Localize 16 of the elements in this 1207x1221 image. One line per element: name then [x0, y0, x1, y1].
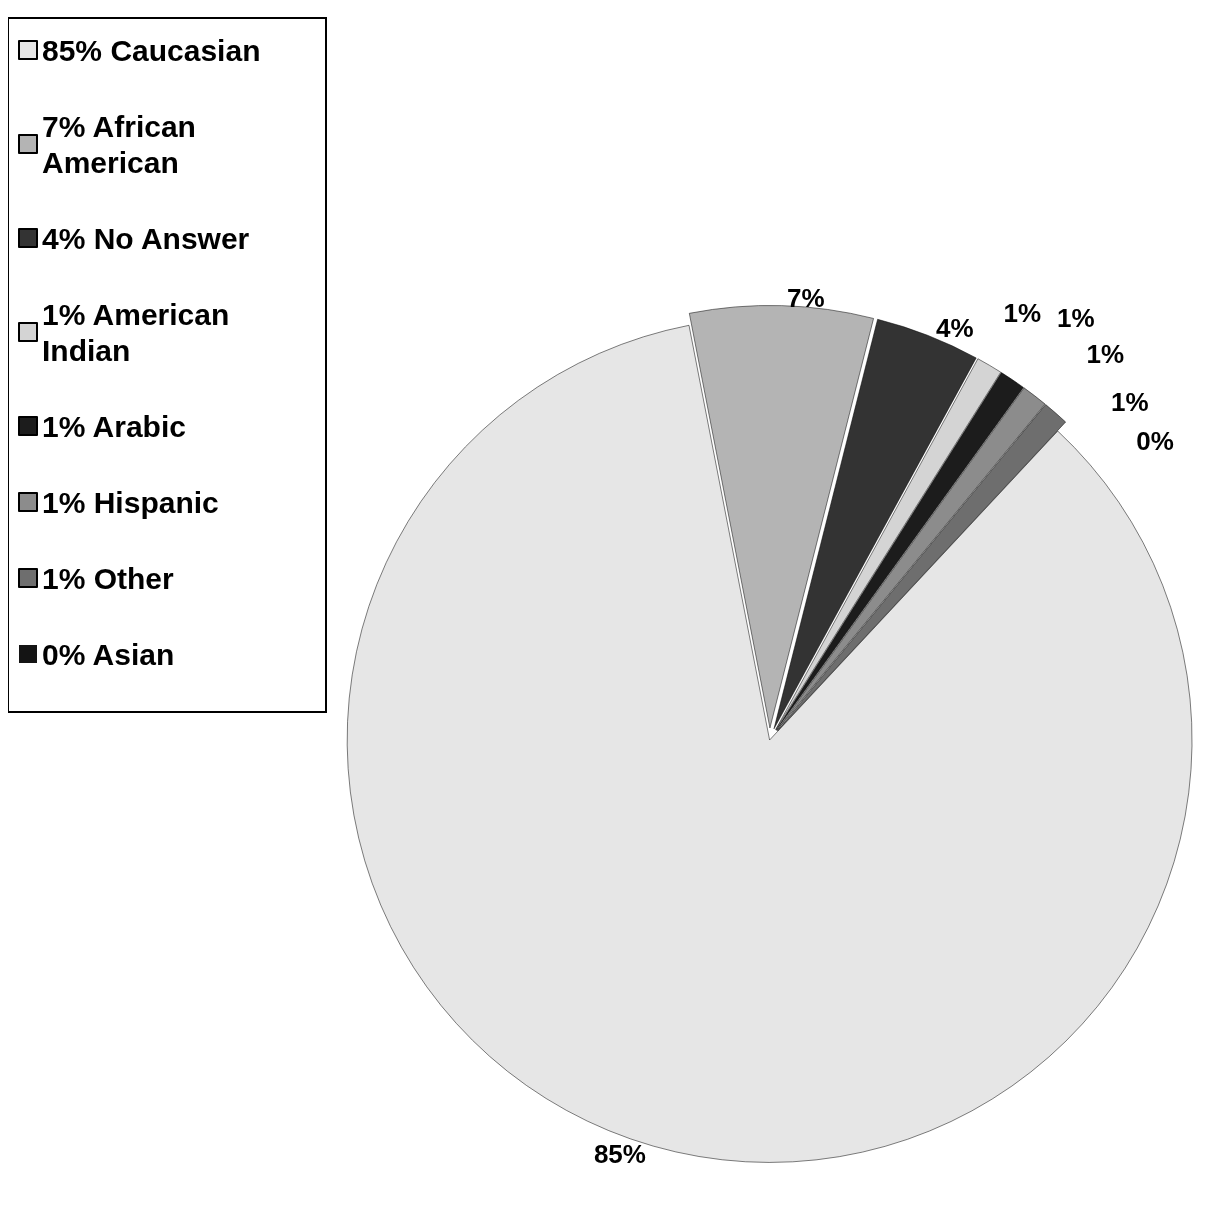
- data-label: 85%: [593, 1138, 646, 1169]
- legend-label: 1% Arabic: [42, 409, 186, 443]
- legend-label: 85% Caucasian: [42, 33, 261, 67]
- legend-label: 1% Other: [42, 561, 175, 595]
- legend-label: 0% Asian: [42, 637, 175, 671]
- legend-label: 7% African American: [42, 109, 205, 179]
- data-label: 1%: [1086, 339, 1125, 370]
- legend-label: 1% American Indian: [42, 297, 238, 367]
- data-label: 7%: [786, 282, 825, 313]
- text: 0%: [1136, 426, 1174, 457]
- data-label: 1%: [1057, 303, 1095, 334]
- data-label: 1%: [1003, 298, 1042, 329]
- data-label: 4%: [936, 313, 974, 344]
- data-label: 1%: [1111, 387, 1149, 418]
- legend-label: 1% Hispanic: [42, 485, 219, 519]
- legend-label: 4% No Answer: [42, 221, 250, 255]
